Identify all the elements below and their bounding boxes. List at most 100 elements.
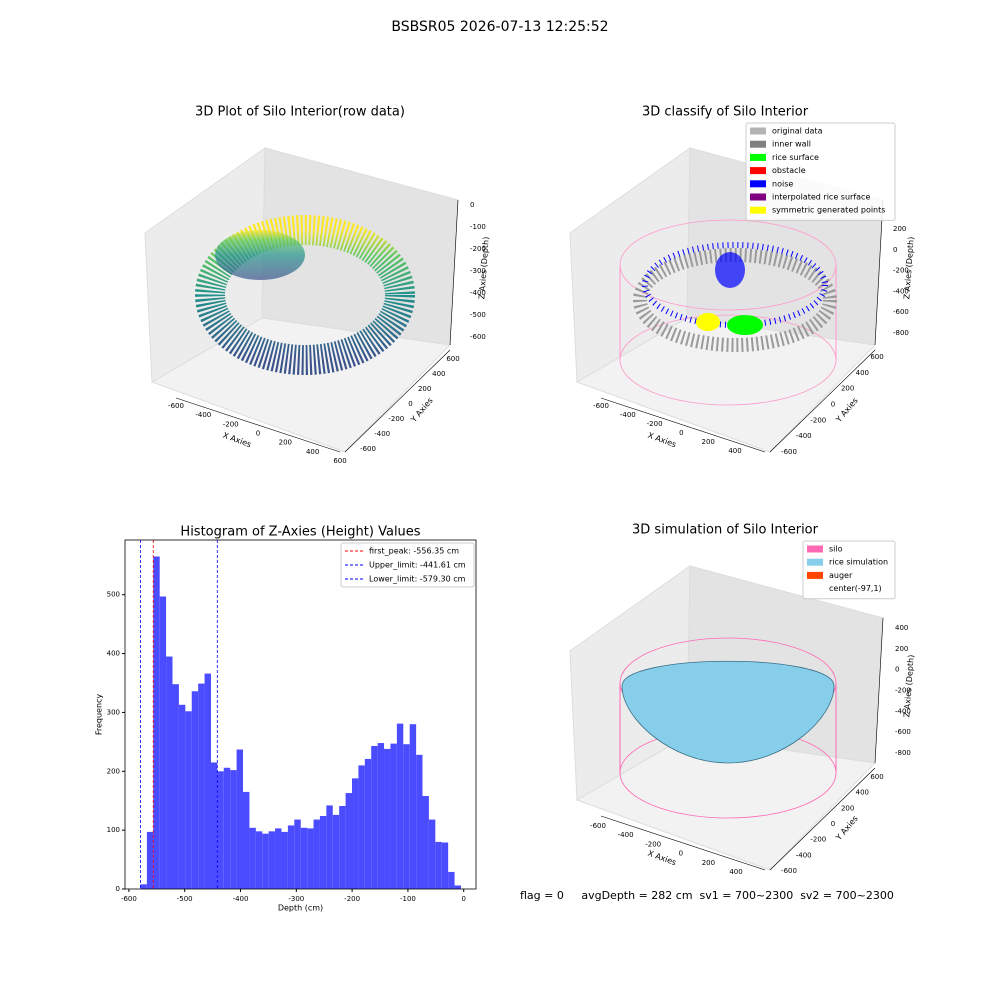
bar: [230, 770, 237, 889]
bar: [332, 814, 340, 889]
bar: [339, 806, 346, 889]
x-tick-label: 600: [333, 457, 346, 465]
bar: [313, 819, 320, 889]
z-tick-label: -500: [470, 311, 486, 319]
z-tick-label: -300: [470, 267, 486, 275]
panel-raw: 3D Plot of Silo Interior(row data) -600 -4…: [144, 105, 491, 465]
legend-label: first_peak: -556.35 cm: [369, 547, 459, 556]
y-tick-label: -200: [810, 416, 826, 424]
status-text: flag = 0 avgDepth = 282 cm sv1 = 700~230…: [520, 889, 894, 902]
z-tick-label: 200: [893, 225, 906, 233]
x-tick-label: -600: [593, 402, 609, 410]
x-tick-label: -200: [344, 895, 360, 903]
x-axis-label: X Axies: [222, 431, 253, 450]
bar: [307, 828, 314, 889]
bar: [198, 683, 205, 889]
y-tick-label: -600: [781, 448, 797, 456]
legend-label: Upper_limit: -441.61 cm: [369, 561, 466, 570]
bar: [287, 825, 295, 889]
x-axis-label: Depth (cm): [278, 904, 323, 913]
x-axis-label: X Axies: [647, 849, 678, 868]
x-tick-label: -600: [168, 402, 184, 410]
z-tick-label: -400: [895, 707, 911, 715]
legend-swatch: [750, 180, 766, 188]
bar: [428, 819, 436, 889]
legend-box: [340, 542, 475, 588]
x-tick-label: 0: [679, 429, 683, 437]
bar: [243, 791, 250, 889]
bar: [403, 744, 410, 889]
bar: [185, 711, 192, 889]
z-axis-label: Z Axies (Depth): [902, 654, 915, 717]
y-tick-label: 400: [856, 789, 869, 797]
x-tick-label: 400: [728, 447, 741, 455]
bar: [268, 831, 276, 889]
bar: [364, 758, 372, 889]
bar: [454, 885, 461, 889]
bar: [377, 743, 385, 889]
figure-title: BSBSR05 2026-07-13 12:25:52: [391, 19, 608, 35]
rice-surface: [621, 660, 835, 764]
bar: [249, 827, 256, 889]
y-tick-label: -400: [796, 432, 812, 440]
y-tick-label: 500: [107, 591, 120, 599]
y-tick-label: 400: [432, 370, 445, 378]
panel-title: 3D Plot of Silo Interior(row data): [195, 105, 405, 120]
y-axis-label: Y Axies: [834, 814, 860, 843]
bar: [172, 684, 179, 889]
panel-title: 3D simulation of Silo Interior: [632, 523, 819, 538]
y-tick-label: 600: [870, 773, 883, 781]
x-tick-label: -400: [618, 831, 634, 839]
x-tick-label: -500: [177, 895, 193, 903]
y-tick-label: 200: [107, 767, 120, 775]
legend-label: Lower_limit: -579.30 cm: [369, 575, 466, 584]
x-tick-label: 400: [306, 448, 319, 456]
point-cloud: [215, 230, 305, 280]
z-axis-label: Z Axies (Depth): [902, 236, 915, 299]
bar: [409, 724, 417, 889]
y-tick-label: 200: [841, 804, 854, 812]
z-tick-label: 0: [895, 666, 899, 674]
x-tick-label: 0: [679, 850, 683, 858]
bar: [140, 884, 147, 889]
y-tick-label: 0: [408, 400, 412, 408]
x-tick-label: 400: [729, 868, 742, 876]
x-tick-label: -300: [288, 895, 304, 903]
plot-frame: [124, 539, 477, 890]
bar: [396, 723, 404, 889]
rice-points: [727, 315, 763, 335]
x-tick-label: -600: [590, 822, 606, 830]
x-tick-label: 0: [461, 895, 465, 903]
bar: [326, 805, 333, 889]
legend-label: obstacle: [772, 166, 806, 175]
y-tick-label: -200: [810, 836, 826, 844]
bar: [416, 754, 423, 889]
x-tick-label: -400: [620, 411, 636, 419]
x-tick-label: -400: [233, 895, 249, 903]
bar: [210, 762, 218, 889]
wall-points: [633, 248, 837, 352]
z-tick-label: 0: [893, 246, 897, 254]
bar: [441, 842, 449, 889]
y-tick-label: -600: [781, 867, 797, 875]
bar: [358, 765, 365, 889]
y-tick-label: 0: [831, 820, 835, 828]
panel-simulation: 3D simulation of Silo Interior -600 -400 -2…: [569, 523, 916, 876]
legend-label: center(-97,1): [829, 584, 882, 593]
z-tick-label: -200: [893, 267, 909, 275]
z-tick-label: -600: [893, 308, 909, 316]
y-tick-label: -600: [360, 445, 376, 453]
legend-swatch: [750, 140, 766, 148]
bar: [281, 831, 288, 889]
bar: [166, 656, 173, 889]
z-tick-label: 200: [895, 645, 908, 653]
legend-swatch: [750, 153, 766, 161]
legend-label: original data: [772, 127, 823, 136]
z-tick-label: -200: [470, 245, 486, 253]
legend-box: [802, 540, 896, 600]
legend-swatch: [750, 193, 766, 201]
legend-swatch: [750, 127, 766, 135]
bar: [223, 767, 231, 889]
legend-label: symmetric generated points: [772, 206, 885, 215]
